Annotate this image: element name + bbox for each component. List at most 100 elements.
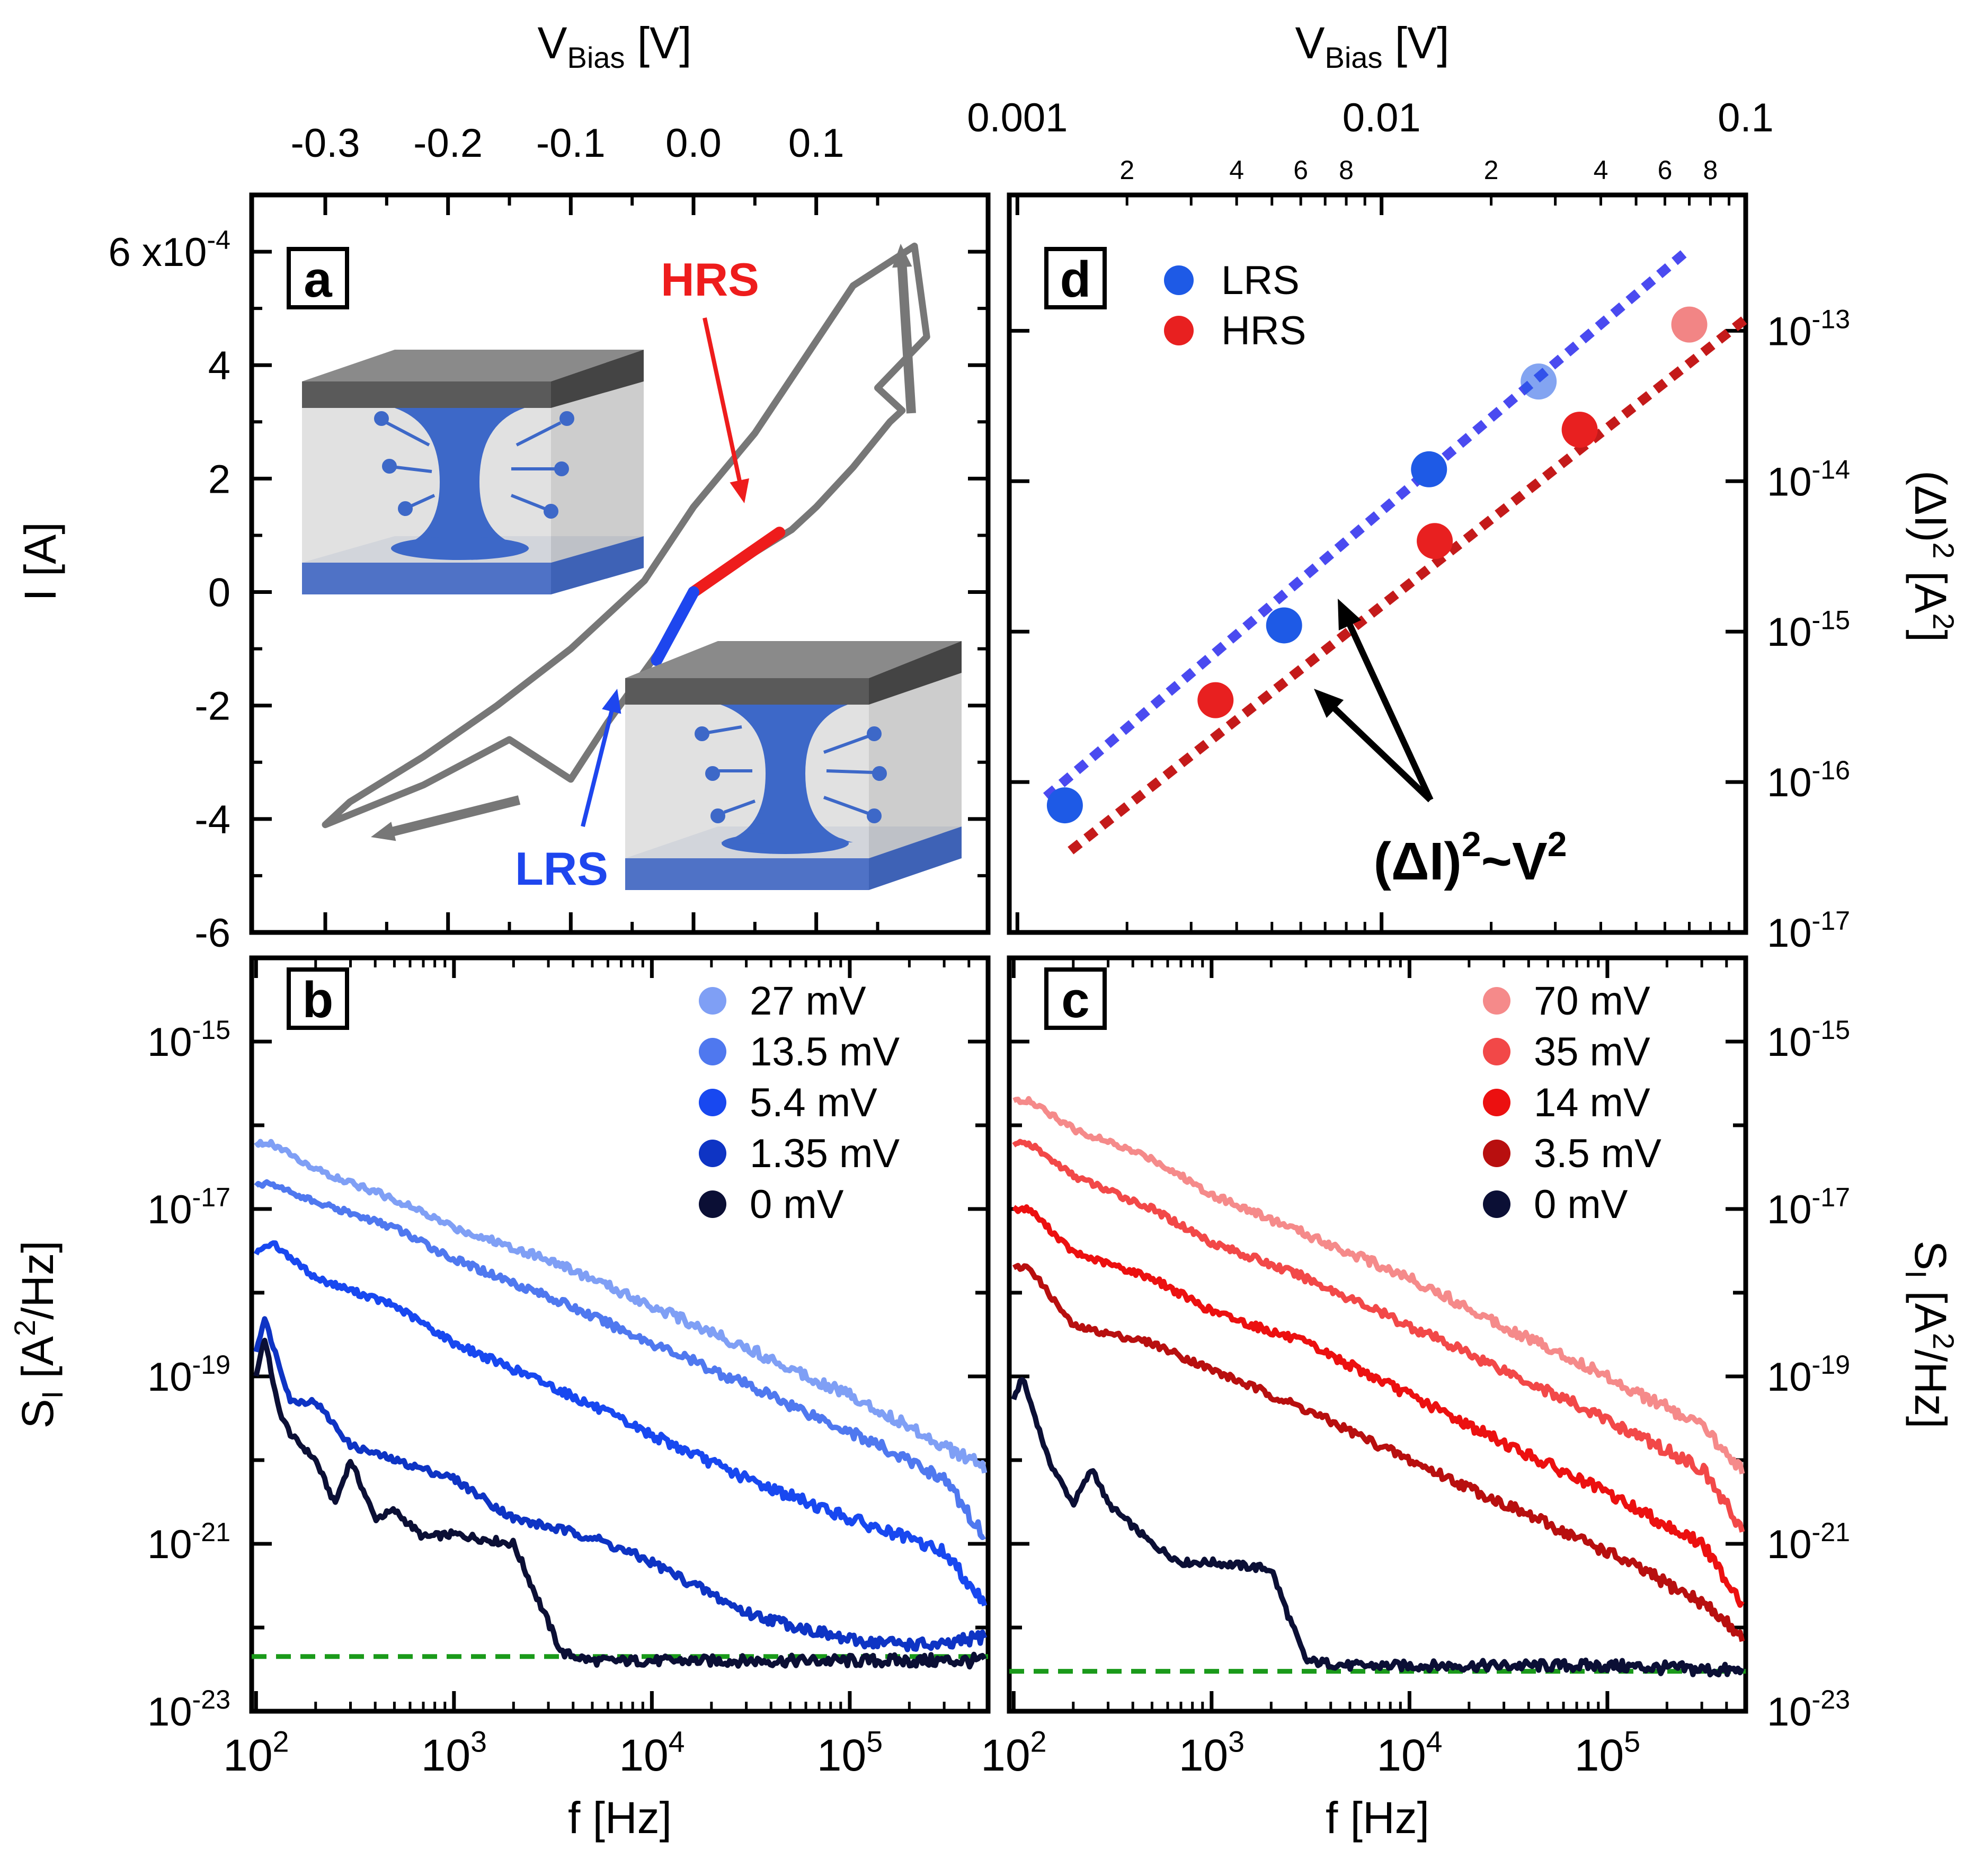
legend-marker: [699, 1190, 726, 1218]
spectrum-line: [1012, 1096, 1745, 1474]
legend-marker: [699, 1089, 726, 1116]
x-tick-label: 104: [1376, 1726, 1442, 1780]
lrs-pointer-arrow: [581, 689, 621, 827]
hrs-data-point: [1197, 682, 1234, 718]
y-tick-label: 10-17: [1767, 1182, 1850, 1232]
x-axis-title: f [Hz]: [568, 1793, 672, 1843]
panel-a-frame: [249, 192, 991, 935]
legend-marker: [1164, 265, 1194, 295]
legend-marker: [699, 1038, 726, 1065]
x-tick-label: 105: [817, 1726, 883, 1780]
legend-marker: [1483, 987, 1510, 1015]
lrs-fit-line: [1043, 245, 1693, 801]
spectrum-line: [254, 1179, 986, 1540]
spectrum-line: [1012, 1139, 1745, 1533]
y-tick-label: 10-23: [1767, 1685, 1850, 1735]
spectrum-line: [253, 1316, 988, 1652]
sweep-arrow-up: [892, 244, 916, 414]
legend-label: 27 mV: [750, 979, 866, 1024]
y-tick-label: 10-17: [1767, 906, 1850, 956]
panel-b-frame: [249, 955, 991, 1714]
legend-label: 3.5 mV: [1534, 1131, 1661, 1176]
spectrum-line: [253, 1240, 988, 1607]
spectrum-line: [253, 1338, 987, 1670]
panel-a-iv-curve: -6 -4 -2 0 2 4 6 x10-4 -0.3 -0.2 -0.1 0.0 0.1 VBias …: [15, 18, 991, 956]
panel-b-label: b: [303, 972, 334, 1028]
x-tick-label: 103: [421, 1726, 487, 1780]
x-tick-label: 0.1: [788, 121, 845, 166]
panel-c-label: c: [1061, 972, 1089, 1028]
y-tick-label: 10-19: [1767, 1350, 1850, 1400]
legend-label: 1.35 mV: [750, 1131, 900, 1176]
spectrum-line: [1012, 1204, 1745, 1608]
legend-marker: [699, 1140, 726, 1167]
hrs-pointer-arrow: [703, 317, 750, 503]
y-tick-label: 10-13: [1767, 304, 1850, 354]
x-tick-label: -0.3: [291, 121, 360, 166]
panel-d-label: d: [1060, 251, 1091, 308]
annotation-arrow-lrs: [1338, 599, 1434, 802]
y-tick-label: 10-14: [1767, 455, 1850, 504]
panel-d-frame: [1007, 192, 1748, 935]
x-minor-tick-label: 8: [1339, 155, 1354, 185]
lrs-segment: [651, 586, 699, 666]
memristor-inset-filament-formation: [302, 350, 644, 594]
x-minor-tick-label: 6: [1293, 155, 1308, 185]
lrs-data-point: [1521, 363, 1557, 400]
hrs-data-point: [1417, 523, 1453, 559]
hrs-data-point: [1561, 412, 1598, 448]
x-tick-label: 103: [1179, 1726, 1245, 1780]
sweep-arrow-down: [371, 795, 521, 841]
panel-b-series: [253, 1139, 988, 1670]
x-minor-tick-label: 2: [1119, 155, 1134, 185]
x-minor-tick-label: 4: [1594, 155, 1608, 185]
legend-label: HRS: [1221, 308, 1306, 353]
legend-marker: [1483, 1089, 1510, 1116]
iv-loop-line: [322, 242, 930, 829]
x-tick-label: 102: [981, 1726, 1046, 1780]
panel-d-fluctuation-vs-bias: 10-13 10-14 10-15 10-16 10-17 0.001 0.01 0.1 2 4 6…: [967, 18, 1960, 956]
x-axis-title: f [Hz]: [1326, 1793, 1429, 1843]
legend-marker: [1483, 1038, 1510, 1065]
spectrum-line: [1011, 1377, 1745, 1678]
y-tick-label: 10-16: [1767, 755, 1850, 805]
hrs-data-point: [1671, 306, 1708, 343]
panel-b-label-box: [287, 967, 349, 1030]
hrs-fit-line: [1068, 315, 1749, 855]
annotation-arrow-hrs: [1314, 689, 1433, 803]
y-tick-label: -2: [194, 684, 230, 729]
y-tick-label: 2: [208, 457, 230, 502]
y-axis-title: (ΔI)2 [A2]: [1906, 470, 1960, 642]
spectrum-line: [254, 1139, 988, 1474]
legend-marker: [1164, 316, 1194, 345]
x-tick-label: 105: [1575, 1726, 1640, 1780]
x-tick-label: 0.1: [1718, 95, 1774, 140]
x-tick-label: 0.01: [1343, 95, 1421, 140]
x-minor-tick-label: 8: [1703, 155, 1718, 185]
y-tick-label: 4: [208, 343, 230, 388]
x-tick-label: -0.2: [413, 121, 483, 166]
panel-c-label-box: [1044, 967, 1107, 1030]
x-minor-tick-label: 6: [1658, 155, 1673, 185]
panel-a-label: a: [304, 251, 332, 308]
lrs-data-point: [1266, 607, 1302, 644]
panel-a-label-box: [287, 247, 349, 309]
y-tick-label: 10-17: [147, 1182, 230, 1232]
lrs-data-point: [1411, 451, 1447, 487]
legend-marker: [699, 987, 726, 1015]
x-tick-label: 0.001: [967, 95, 1068, 140]
x-tick-label: 0.0: [665, 121, 722, 166]
legend-label: 70 mV: [1534, 979, 1650, 1024]
legend-label: 35 mV: [1534, 1029, 1650, 1074]
y-tick-label: 10-15: [1767, 1015, 1850, 1065]
legend-label: 5.4 mV: [750, 1080, 877, 1125]
x-tick-label: 104: [619, 1726, 685, 1780]
legend-label: 14 mV: [1534, 1080, 1650, 1125]
y-tick-label: 10-15: [1767, 605, 1850, 655]
x-axis-title: VBias [V]: [1295, 18, 1449, 74]
x-tick-label: -0.1: [536, 121, 606, 166]
panel-c-noise-spectra-hrs: 10-15 10-17 10-19 10-21 10-23 102 103 104 105 f […: [981, 955, 1960, 1843]
y-tick-label: 10-21: [1767, 1517, 1850, 1567]
